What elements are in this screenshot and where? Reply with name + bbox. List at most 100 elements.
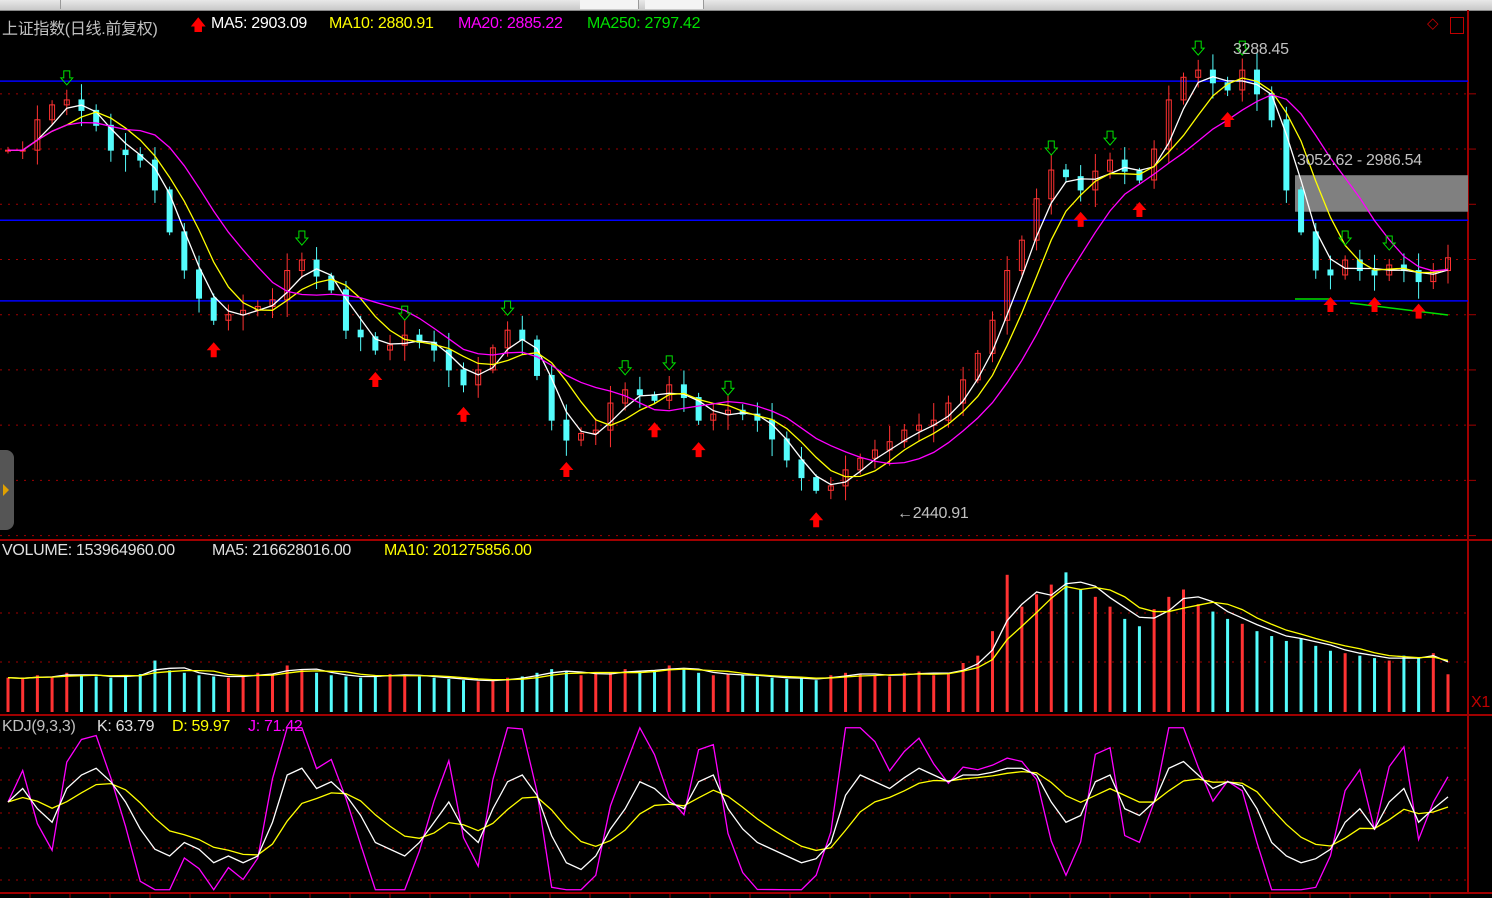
volume-bar bbox=[1182, 589, 1186, 712]
volume-bar bbox=[432, 677, 436, 712]
volume-bar bbox=[462, 680, 466, 712]
candle-body bbox=[989, 319, 996, 354]
volume-bar bbox=[1064, 572, 1068, 712]
volume-bar bbox=[1299, 638, 1303, 712]
candle-body bbox=[798, 459, 805, 479]
volume-bar bbox=[1387, 660, 1391, 712]
candle-body bbox=[196, 269, 203, 299]
volume-bar bbox=[1079, 589, 1083, 712]
candle-body bbox=[842, 469, 849, 487]
volume-bar bbox=[1152, 609, 1156, 712]
volume-bar bbox=[329, 675, 333, 712]
candle-body bbox=[181, 231, 188, 271]
volume-bar bbox=[1035, 594, 1039, 712]
buy-arrow-icon bbox=[1367, 296, 1382, 312]
candle-body bbox=[1121, 159, 1128, 172]
volume-bar bbox=[1431, 653, 1435, 712]
volume-bar bbox=[1020, 606, 1024, 712]
kdj-k-line bbox=[7, 760, 1449, 871]
volume-bar bbox=[564, 671, 568, 712]
kdj-d-line bbox=[7, 770, 1449, 856]
volume-bar bbox=[300, 669, 304, 712]
toolbar-tab[interactable] bbox=[580, 0, 639, 9]
sell-arrow-icon bbox=[720, 380, 736, 397]
candle-body bbox=[916, 424, 923, 431]
buy-arrow-icon bbox=[1323, 296, 1338, 312]
toolbar-tab[interactable] bbox=[0, 0, 61, 9]
candle-body bbox=[1107, 159, 1114, 172]
volume-bar bbox=[814, 680, 818, 712]
candle-body bbox=[1180, 76, 1187, 101]
candle-body bbox=[298, 259, 305, 272]
sell-arrow-icon bbox=[1191, 40, 1206, 56]
volume-bar bbox=[197, 675, 201, 712]
volume-bar bbox=[417, 676, 421, 712]
candle-body bbox=[725, 409, 731, 415]
volume-bar bbox=[388, 674, 392, 712]
volume-bar bbox=[902, 672, 906, 712]
volume-bar bbox=[1108, 606, 1112, 712]
volume-bar bbox=[447, 678, 451, 712]
candle-body bbox=[166, 189, 173, 233]
volume-bar bbox=[506, 677, 510, 712]
buy-arrow-icon bbox=[1132, 201, 1147, 217]
sell-arrow-icon bbox=[1235, 40, 1250, 56]
volume-bar bbox=[932, 675, 936, 712]
volume-bar bbox=[6, 677, 10, 712]
buy-arrow-icon bbox=[647, 422, 662, 438]
candle-body bbox=[636, 389, 643, 396]
buy-arrow-icon bbox=[1411, 303, 1426, 319]
toolbar-tab[interactable] bbox=[645, 0, 704, 9]
volume-bar bbox=[667, 665, 671, 712]
candle-body bbox=[695, 397, 702, 421]
arrow-up-icon: 🡅 bbox=[190, 17, 207, 34]
sell-arrow-icon bbox=[1102, 130, 1118, 146]
volume-bar bbox=[550, 669, 554, 712]
sell-arrow-icon bbox=[1382, 235, 1397, 251]
sell-arrow-icon bbox=[662, 355, 677, 371]
volume-bar bbox=[1240, 623, 1244, 712]
toolbar-strip bbox=[0, 0, 1492, 11]
candle-body bbox=[225, 314, 232, 321]
volume-bar bbox=[755, 676, 759, 712]
candle-body bbox=[901, 429, 908, 443]
candle-body bbox=[475, 369, 482, 386]
volume-value: VOLUME: 153964960.00 bbox=[2, 542, 175, 559]
volume-bar bbox=[623, 669, 627, 712]
candle-body bbox=[1004, 270, 1011, 321]
side-panel-handle[interactable] bbox=[0, 450, 14, 530]
diamond-icon[interactable]: ◇ bbox=[1427, 15, 1439, 32]
volume-bar bbox=[344, 676, 348, 712]
candle-body bbox=[945, 402, 952, 421]
buy-arrow-icon bbox=[1073, 211, 1088, 227]
candle-body bbox=[548, 374, 555, 421]
volume-bar bbox=[1270, 636, 1274, 712]
window-toggle-icon[interactable] bbox=[1450, 17, 1464, 34]
volume-bar bbox=[124, 675, 128, 712]
volume-bar bbox=[1167, 596, 1171, 712]
sell-arrow-icon bbox=[500, 300, 515, 316]
volume-bar bbox=[608, 672, 612, 712]
buy-arrow-icon bbox=[456, 406, 471, 422]
volume-bar bbox=[888, 676, 892, 712]
candle-body bbox=[813, 477, 820, 491]
volume-bar bbox=[976, 655, 980, 712]
volume-bar bbox=[873, 675, 877, 712]
candle-body bbox=[1356, 259, 1363, 272]
candle-body bbox=[1312, 231, 1319, 271]
volume-bar bbox=[1211, 611, 1215, 712]
kdj-d-value: D: 59.97 bbox=[172, 718, 231, 735]
volume-bar bbox=[535, 672, 539, 712]
volume-bar bbox=[697, 672, 701, 712]
volume-bar bbox=[212, 676, 216, 712]
candle-body bbox=[871, 449, 878, 459]
volume-bar bbox=[638, 671, 642, 712]
buy-arrow-icon bbox=[691, 442, 706, 458]
candle-body bbox=[49, 104, 56, 121]
candle-body bbox=[1077, 176, 1084, 191]
volume-ma10-line bbox=[7, 585, 1449, 681]
volume-bar bbox=[491, 680, 495, 712]
volume-bar bbox=[65, 672, 69, 712]
candle-body bbox=[210, 297, 217, 321]
